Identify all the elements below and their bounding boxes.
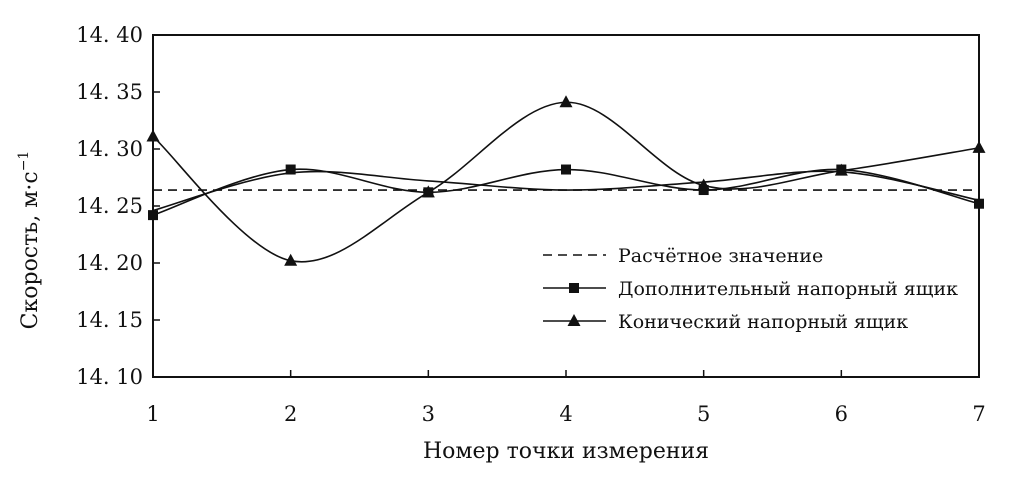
data-point-square [285,164,296,175]
y-tick-label: 14. 30 [76,137,143,161]
plot-area-frame [152,34,980,378]
x-tick-label: 2 [284,402,297,426]
y-tick-label: 14. 25 [76,194,143,218]
legend-marker [569,283,579,293]
legend-label: Конический напорный ящик [618,311,908,333]
series-line [152,101,980,263]
x-tick-label: 4 [559,402,572,426]
x-tick-label: 5 [697,402,710,426]
legend-marker [567,314,581,326]
y-tick-label: 14. 35 [76,80,143,104]
series-3 [146,95,986,266]
y-axis-label-unit-exponent: −1 [16,151,32,172]
x-axis-label: Номер точки измерения [423,439,709,464]
x-tick-label: 3 [422,402,435,426]
data-point-triangle [834,163,848,176]
data-point-triangle [559,95,573,108]
x-tick-label: 6 [835,402,848,426]
trend-line [152,170,980,212]
legend-item: Расчётное значение [543,245,823,267]
x-axis-ticks: 1 2 3 4 5 6 7 [146,370,986,426]
y-tick-label: 14. 40 [76,23,143,47]
series-line [152,168,980,216]
x-tick-label: 1 [146,402,159,426]
data-point-triangle [421,185,435,198]
legend: Расчётное значение Дополнительный напорны… [543,245,958,333]
data-point-triangle [697,178,711,191]
series-layer [146,95,986,266]
legend-label: Дополнительный напорный ящик [618,278,958,300]
x-tick-label: 7 [972,402,985,426]
y-axis-label-text: Скорость, м·с [18,171,43,329]
legend-item: Конический напорный ящик [543,311,908,333]
legend-label: Расчётное значение [618,245,823,267]
y-tick-label: 14. 10 [76,365,143,389]
y-axis-label: Скорость, м·с−1 [16,151,43,330]
y-axis-ticks: 14. 10 14. 15 14. 20 14. 25 14. 30 14. 35 14. … [76,23,160,389]
data-point-triangle [284,253,298,266]
data-point-square [561,164,571,175]
y-tick-label: 14. 15 [76,308,143,332]
y-tick-label: 14. 20 [76,251,143,275]
legend-item: Дополнительный напорный ящик [543,278,958,300]
